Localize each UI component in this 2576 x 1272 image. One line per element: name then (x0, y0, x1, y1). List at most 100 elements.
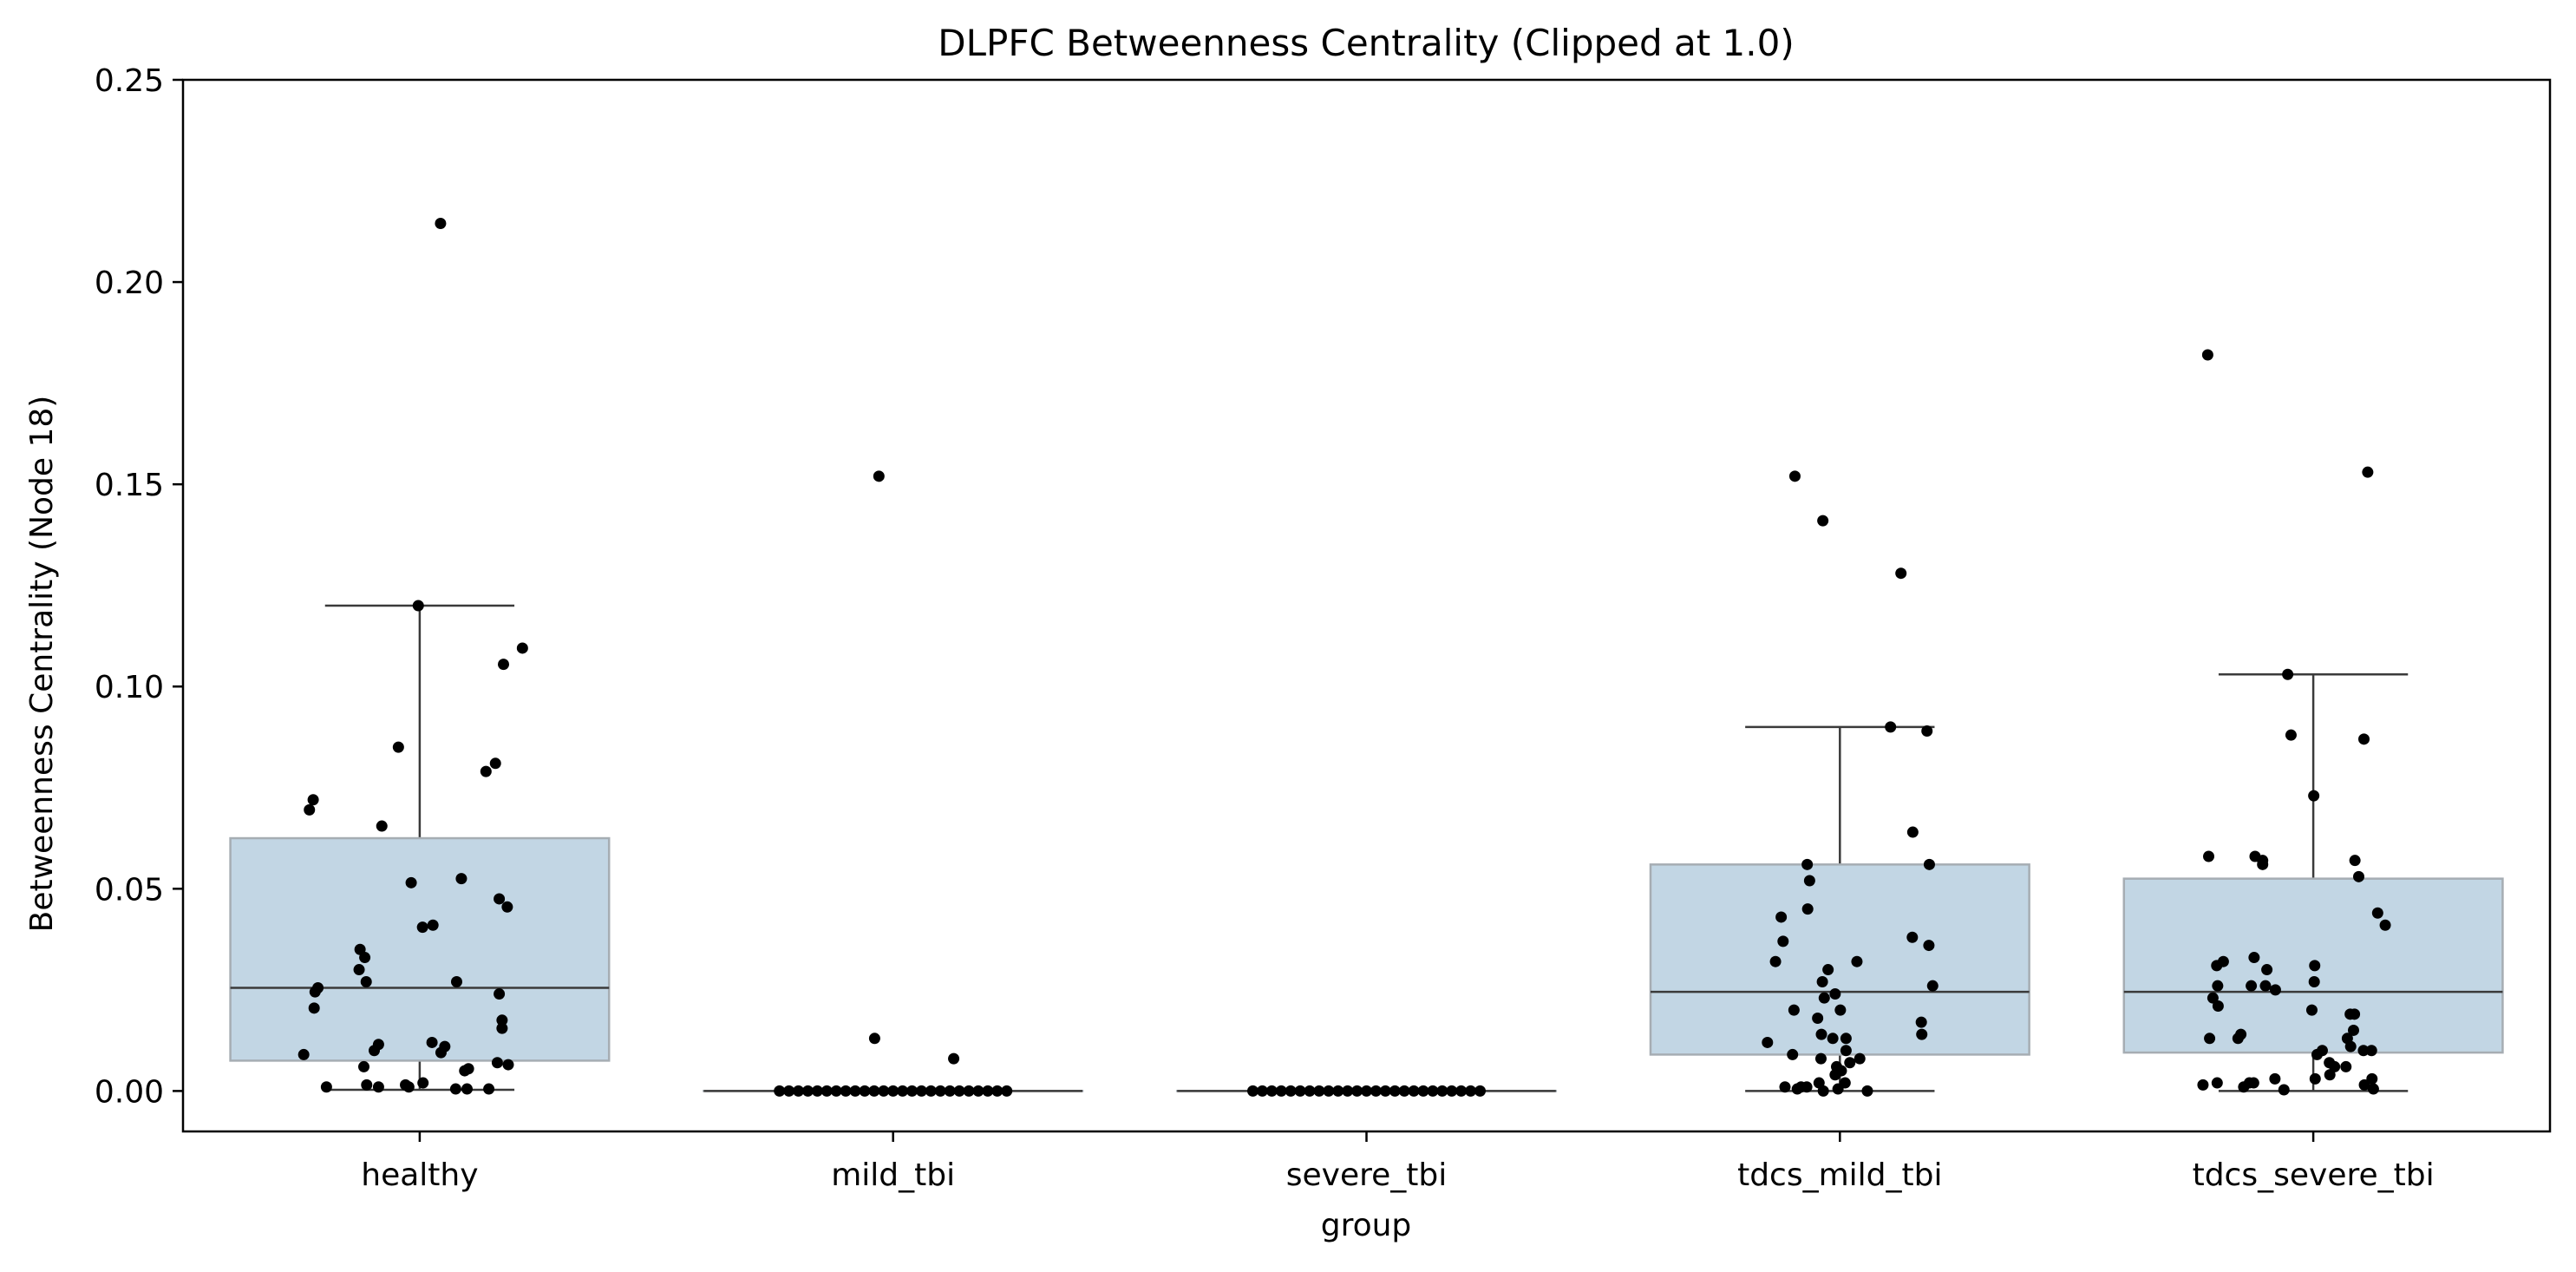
data-point (2309, 1072, 2321, 1085)
y-tick-label: 0.15 (95, 468, 164, 503)
data-point (2349, 1008, 2361, 1020)
data-point (1788, 1004, 1800, 1016)
data-point (2204, 1033, 2216, 1045)
data-point (2278, 1084, 2290, 1096)
data-point (1788, 470, 1801, 482)
data-point (915, 1085, 927, 1097)
data-point (2324, 1069, 2336, 1081)
data-point (516, 642, 528, 654)
data-point (2349, 855, 2361, 867)
data-point (801, 1085, 814, 1097)
data-point (376, 820, 388, 832)
data-point (2366, 1072, 2378, 1085)
data-point (830, 1085, 842, 1097)
box-healthy (229, 604, 611, 1092)
data-point (2259, 980, 2272, 992)
data-point (1762, 1036, 1774, 1048)
x-tick-label: mild_tbi (831, 1157, 955, 1193)
data-point (1923, 858, 1935, 870)
data-point (2207, 992, 2219, 1004)
data-point (2243, 1077, 2255, 1089)
data-point (793, 1085, 805, 1097)
data-point (372, 1081, 384, 1093)
data-point (2347, 1024, 2359, 1036)
data-point (2371, 907, 2383, 919)
y-axis-label: Betweenness Centrality (Node 18) (24, 396, 60, 933)
data-point (392, 741, 404, 753)
data-point (2344, 1040, 2357, 1052)
data-point (1827, 1033, 1839, 1045)
chart-title: DLPFC Betweenness Centrality (Clipped at… (938, 22, 1794, 64)
data-point (1313, 1085, 1325, 1097)
data-point (1791, 1083, 1803, 1095)
points-severe_tbi (1247, 1085, 1486, 1097)
data-point (2232, 1033, 2244, 1045)
data-point (1816, 976, 1828, 988)
data-point (1787, 1048, 1799, 1060)
data-point (496, 1022, 508, 1034)
data-point (887, 1085, 899, 1097)
data-point (369, 1045, 381, 1057)
data-point (1854, 1052, 1866, 1065)
data-point (1361, 1085, 1372, 1097)
plot-area (229, 217, 2504, 1097)
data-point (2285, 729, 2297, 741)
data-point (1832, 1083, 1844, 1095)
data-point (1923, 940, 1935, 952)
x-tick-label: severe_tbi (1286, 1157, 1447, 1193)
data-point (1379, 1085, 1391, 1097)
data-point (353, 964, 365, 976)
data-point (1851, 955, 1863, 967)
data-point (1895, 567, 1907, 580)
data-point (297, 1048, 310, 1060)
data-point (405, 876, 417, 888)
data-point (1408, 1085, 1420, 1097)
y-tick-label: 0.10 (95, 670, 164, 705)
data-point (982, 1085, 994, 1097)
y-tick-label: 0.25 (95, 63, 164, 99)
data-point (1427, 1085, 1439, 1097)
data-point (1814, 1052, 1827, 1065)
data-point (774, 1085, 786, 1097)
data-point (1840, 1045, 1852, 1057)
data-point (450, 976, 462, 988)
data-point (2257, 858, 2269, 870)
y-tick-label: 0.05 (95, 872, 164, 908)
data-point (1803, 875, 1815, 887)
data-point (426, 1036, 438, 1048)
data-point (1835, 1065, 1847, 1077)
data-point (2211, 1077, 2223, 1089)
data-point (435, 1046, 447, 1059)
data-point (1906, 931, 1919, 943)
data-point (944, 1085, 956, 1097)
data-point (953, 1085, 965, 1097)
data-point (1815, 1028, 1827, 1040)
data-point (498, 659, 510, 671)
data-point (1417, 1085, 1429, 1097)
data-point (1001, 1085, 1013, 1097)
box-tdcs_mild_tbi (1649, 725, 2030, 1092)
data-point (2202, 850, 2214, 862)
points-tdcs_mild_tbi (1762, 470, 1939, 1097)
data-point (2309, 960, 2321, 972)
data-point (416, 921, 428, 934)
data-point (1885, 721, 1897, 733)
data-point (2269, 1072, 2281, 1085)
data-point (1779, 1081, 1791, 1093)
data-point (304, 803, 316, 816)
data-point (1398, 1085, 1410, 1097)
x-axis: healthy mild_tbi severe_tbi tdcs_mild_tbi td… (361, 1131, 2435, 1193)
data-point (2197, 1079, 2209, 1091)
data-point (357, 1060, 369, 1072)
data-point (1921, 725, 1933, 738)
data-point (878, 1085, 890, 1097)
box-iqr (1649, 863, 2030, 1056)
data-point (868, 1033, 880, 1045)
data-point (361, 1079, 373, 1091)
data-point (963, 1085, 975, 1097)
data-point (1777, 935, 1789, 947)
data-point (1256, 1085, 1268, 1097)
data-point (1775, 911, 1788, 923)
data-point (1801, 903, 1814, 915)
data-point (991, 1085, 1004, 1097)
